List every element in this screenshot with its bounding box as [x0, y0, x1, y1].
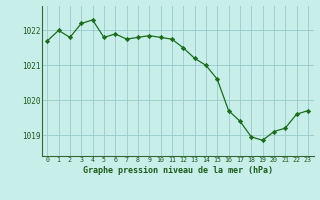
X-axis label: Graphe pression niveau de la mer (hPa): Graphe pression niveau de la mer (hPa)	[83, 166, 273, 175]
